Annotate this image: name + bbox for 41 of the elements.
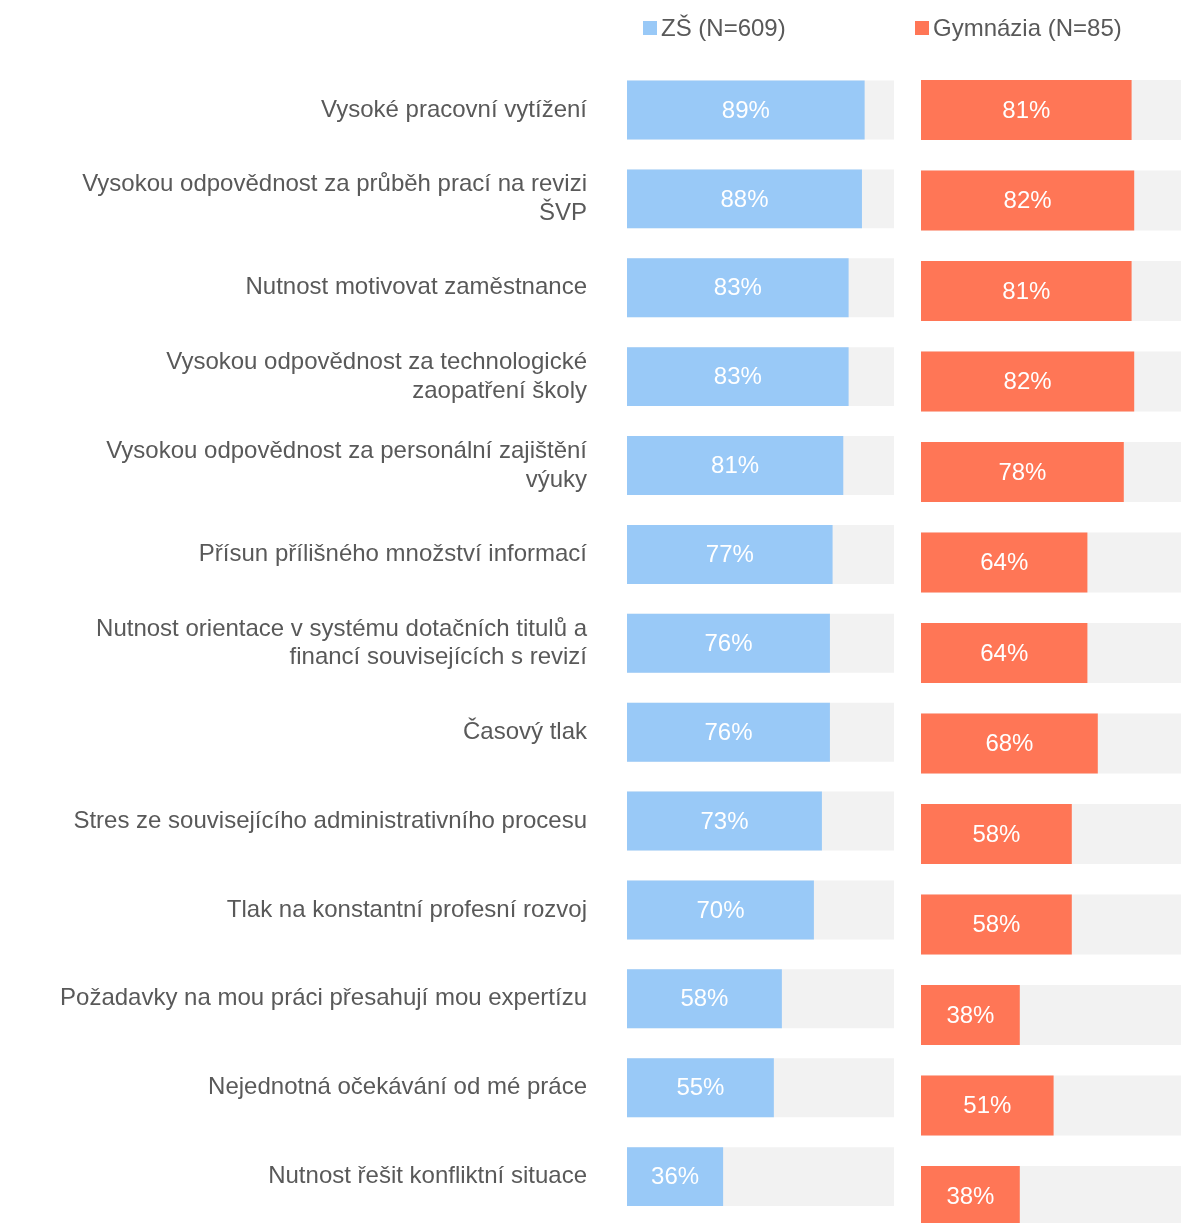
data-label: 36% xyxy=(651,1162,700,1190)
data-label: 89% xyxy=(721,95,770,123)
y-tick-label: Přísun přílišného množství informací xyxy=(198,539,588,567)
data-label: 82% xyxy=(1003,186,1052,214)
y-tick-label: Vysokou odpovědnost za průběh prací na revizi ŠVP xyxy=(82,169,587,225)
y-tick-label: Vysoké pracovní vytížení xyxy=(321,94,588,122)
y-tick-label: Vysokou odpovědnost za technologické zaopatření školy xyxy=(166,346,587,403)
data-label: 58% xyxy=(972,819,1021,847)
data-label: 81% xyxy=(1002,276,1051,304)
data-label: 68% xyxy=(985,729,1034,757)
data-label: 77% xyxy=(705,540,754,568)
legend-label: ZŠ (N=609) xyxy=(661,14,786,42)
data-label: 64% xyxy=(980,548,1029,576)
data-label: 83% xyxy=(713,362,762,390)
data-label: 73% xyxy=(700,806,749,834)
y-tick-label: Vysokou odpovědnost za personální zajištění výuky xyxy=(106,435,588,492)
data-label: 64% xyxy=(980,638,1029,666)
data-label: 83% xyxy=(713,273,762,301)
y-tick-label: Časový tlak xyxy=(462,716,588,744)
legend-label: Gymnázia (N=85) xyxy=(933,14,1122,42)
data-label: 70% xyxy=(696,895,745,923)
data-label: 81% xyxy=(1002,95,1051,123)
y-tick-label: Nutnost motivovat zaměstnance xyxy=(245,272,587,300)
data-label: 88% xyxy=(720,184,769,212)
data-label: 58% xyxy=(972,910,1021,938)
y-tick-label: Nutnost orientace v systému dotačních titulů a financí souvisejících s revizí xyxy=(96,613,588,670)
data-label: 58% xyxy=(680,984,729,1012)
data-label: 81% xyxy=(711,451,760,479)
data-label: 76% xyxy=(704,717,753,745)
data-label: 38% xyxy=(946,1000,995,1028)
y-tick-label: Tlak na konstantní profesní rozvoj xyxy=(226,894,587,922)
y-tick-label: Požadavky na mou práci přesahují mou expertízu xyxy=(60,983,587,1011)
data-label: 38% xyxy=(946,1181,995,1209)
data-label: 78% xyxy=(998,457,1047,485)
data-label: 76% xyxy=(704,628,753,656)
y-tick-label: Nejednotná očekávání od mé práce xyxy=(208,1072,587,1100)
data-label: 55% xyxy=(676,1073,725,1101)
y-tick-label: Stres ze souvisejícího administrativního procesu xyxy=(73,805,587,833)
data-label: 51% xyxy=(963,1091,1012,1119)
y-tick-label: Nutnost řešit konfliktní situace xyxy=(268,1161,587,1189)
data-label: 82% xyxy=(1003,367,1052,395)
